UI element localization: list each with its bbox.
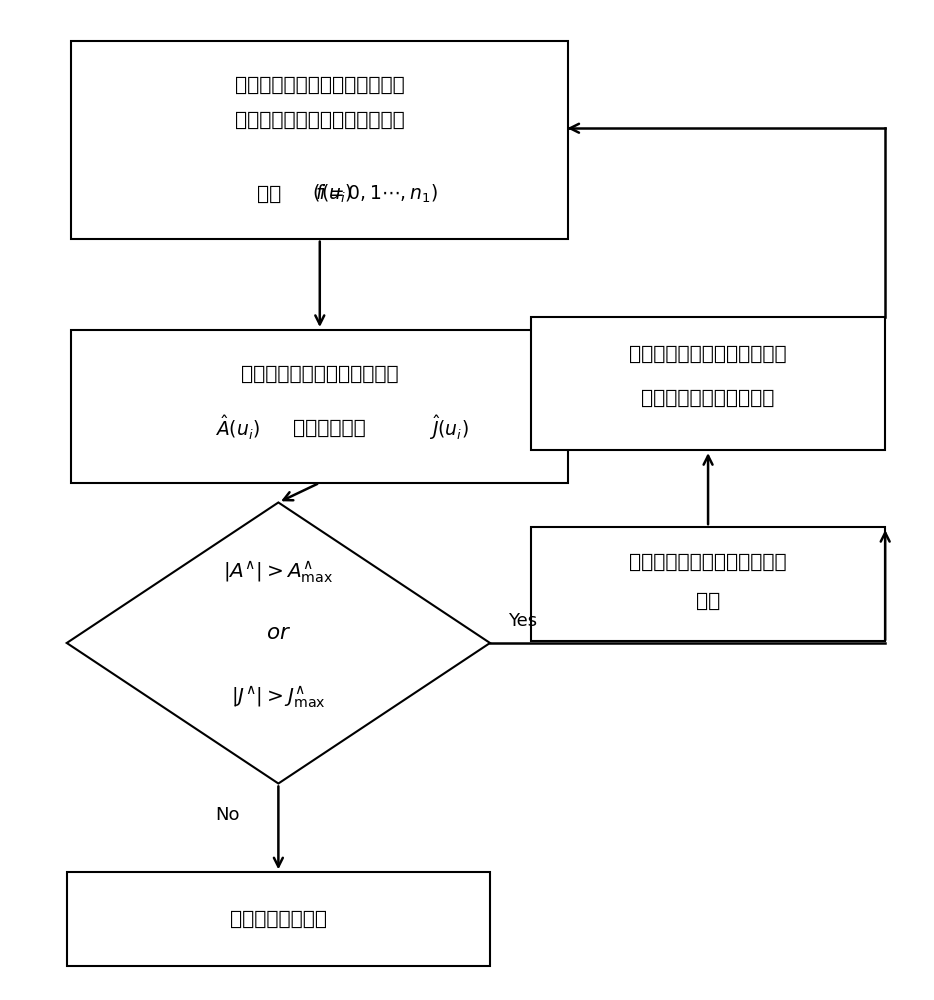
Text: No: No	[216, 806, 240, 824]
Text: 根据弦高差和机床各驱动轴最大: 根据弦高差和机床各驱动轴最大	[235, 76, 404, 95]
Text: $|J^{\wedge}|>J_{\mathrm{max}}^{\wedge}$: $|J^{\wedge}|>J_{\mathrm{max}}^{\wedge}$	[231, 684, 326, 710]
Text: 曲线光滑变形到目标位置: 曲线光滑变形到目标位置	[642, 389, 775, 408]
Text: 调节: 调节	[696, 592, 720, 611]
FancyBboxPatch shape	[531, 527, 885, 641]
FancyBboxPatch shape	[71, 41, 568, 239]
Text: 和分轴跃度值: 和分轴跃度值	[292, 419, 365, 438]
Text: 率值: 率值	[257, 185, 281, 204]
Text: Yes: Yes	[508, 612, 537, 630]
Text: $or$: $or$	[266, 623, 290, 643]
FancyBboxPatch shape	[71, 330, 568, 483]
Text: $(i=0,1\cdots,n_1)$: $(i=0,1\cdots,n_1)$	[312, 183, 438, 205]
Text: $\hat{J}(u_i)$: $\hat{J}(u_i)$	[429, 414, 469, 442]
Text: $|A^{\wedge}|>A_{\mathrm{max}}^{\wedge}$: $|A^{\wedge}|>A_{\mathrm{max}}^{\wedge}$	[223, 559, 333, 585]
Text: 最终的进给率曲线: 最终的进给率曲线	[230, 910, 327, 929]
Text: 速度限制得到各采样点处的进给: 速度限制得到各采样点处的进给	[235, 111, 404, 130]
Polygon shape	[66, 502, 490, 784]
FancyBboxPatch shape	[531, 317, 885, 450]
Text: 计算采样点处的分轴加速度值: 计算采样点处的分轴加速度值	[241, 365, 399, 384]
Text: $\hat{A}(u_i)$: $\hat{A}(u_i)$	[215, 414, 260, 442]
Text: $f(u_i)$: $f(u_i)$	[315, 183, 353, 205]
Text: 对超差点处进给率值进行比例: 对超差点处进给率值进行比例	[630, 553, 786, 572]
FancyBboxPatch shape	[66, 872, 490, 966]
Text: 运用曲线演化算法，使进给率: 运用曲线演化算法，使进给率	[630, 345, 786, 364]
